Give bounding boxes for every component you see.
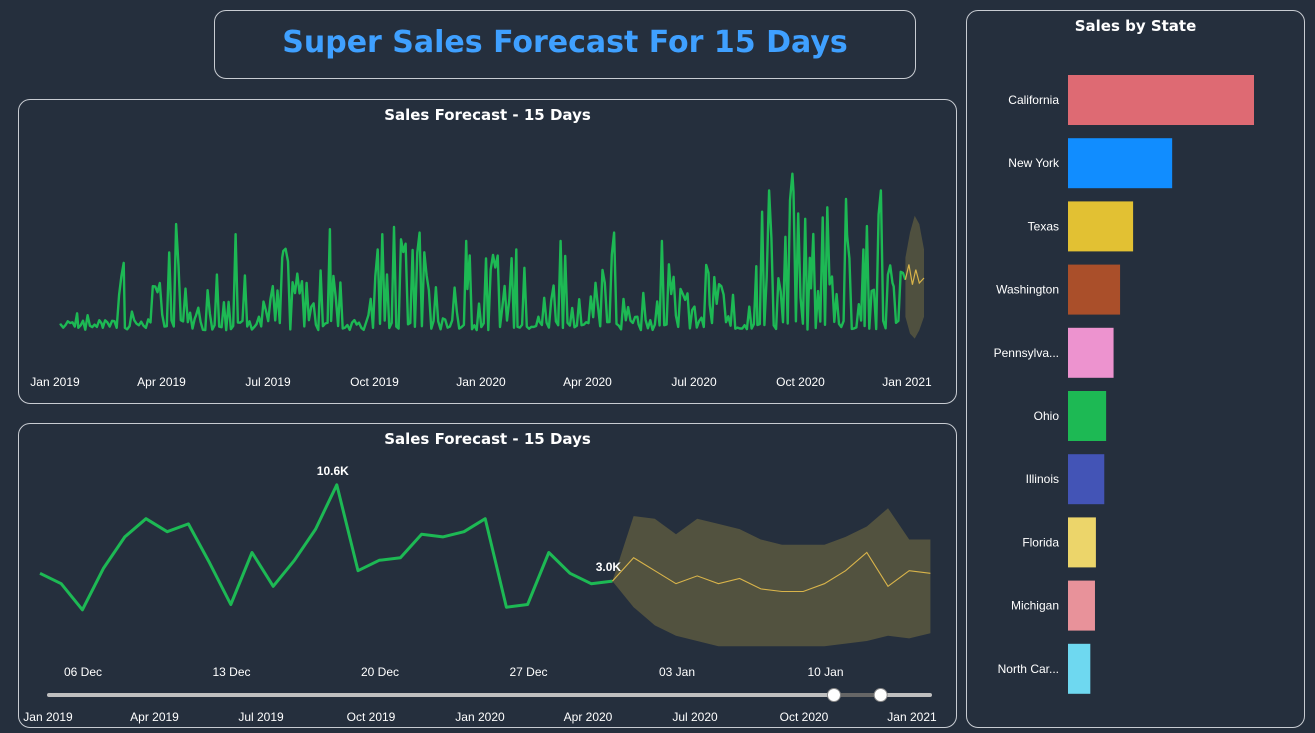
x-tick-label: 03 Jan <box>659 665 695 679</box>
slider-tick-label: Jul 2020 <box>672 710 718 724</box>
bar-florida <box>1068 517 1096 567</box>
slider-start-handle[interactable] <box>827 689 840 702</box>
slider-tick-label: Jul 2019 <box>238 710 284 724</box>
x-tick-label: 10 Jan <box>807 665 843 679</box>
x-tick-label: Jul 2020 <box>671 375 717 389</box>
slider-tick-label: Jan 2019 <box>23 710 73 724</box>
category-label: California <box>1008 93 1059 107</box>
actual-sales-line <box>60 174 906 331</box>
bar-pennsylva- <box>1068 328 1114 378</box>
category-label: Pennsylva... <box>994 346 1059 360</box>
category-label: Illinois <box>1026 472 1059 486</box>
category-label: Ohio <box>1034 409 1060 423</box>
title-box: Super Sales Forecast For 15 Days <box>214 10 916 79</box>
bar-illinois <box>1068 454 1104 504</box>
bar-washington <box>1068 265 1120 315</box>
slider-tick-label: Oct 2020 <box>780 710 829 724</box>
x-tick-label: Jan 2019 <box>30 375 80 389</box>
x-tick-label: Apr 2020 <box>563 375 612 389</box>
category-label: New York <box>1008 156 1060 170</box>
data-label: 10.6K <box>317 464 349 478</box>
forecast-chart-zoom-svg: 10.6K 3.0K 06 Dec 13 Dec 20 Dec 27 Dec 03 Jan 1… <box>19 424 956 727</box>
category-label: Florida <box>1022 535 1059 549</box>
x-tick-label: Oct 2020 <box>776 375 825 389</box>
forecast-chart-zoom: Sales Forecast - 15 Days 10.6K 3.0K 06 Dec… <box>18 423 957 728</box>
slider-tick-label: Apr 2019 <box>130 710 179 724</box>
sales-by-state-chart: Sales by State California New York Texas Wa… <box>966 10 1305 728</box>
x-tick-label: Oct 2019 <box>350 375 399 389</box>
slider-tick-label: Oct 2019 <box>347 710 396 724</box>
sales-by-state-svg: California New York Texas Washington Pennsyl… <box>967 11 1304 727</box>
category-label: Michigan <box>1011 599 1059 613</box>
data-label: 3.0K <box>596 560 622 574</box>
bar-michigan <box>1068 581 1095 631</box>
slider-tick-label: Jan 2021 <box>887 710 937 724</box>
category-label: Washington <box>996 283 1059 297</box>
bar-north-car- <box>1068 644 1090 694</box>
slider-end-handle[interactable] <box>874 689 887 702</box>
page-title: Super Sales Forecast For 15 Days <box>215 25 915 60</box>
bar-ohio <box>1068 391 1106 441</box>
x-tick-label: 13 Dec <box>212 665 250 679</box>
category-label: Texas <box>1028 219 1059 233</box>
x-tick-label: 27 Dec <box>509 665 547 679</box>
slider-tick-label: Jan 2020 <box>455 710 505 724</box>
bar-california <box>1068 75 1254 125</box>
x-tick-label: Jul 2019 <box>245 375 291 389</box>
bar-texas <box>1068 201 1133 251</box>
actual-sales-line <box>40 485 612 610</box>
x-tick-label: Jan 2021 <box>882 375 932 389</box>
x-tick-label: 20 Dec <box>361 665 399 679</box>
x-tick-label: Apr 2019 <box>137 375 186 389</box>
bar-new-york <box>1068 138 1172 188</box>
category-label: North Car... <box>998 662 1059 676</box>
x-tick-label: Jan 2020 <box>456 375 506 389</box>
forecast-chart-full-svg: Jan 2019 Apr 2019 Jul 2019 Oct 2019 Jan 2020… <box>19 100 956 403</box>
slider-tick-label: Apr 2020 <box>564 710 613 724</box>
forecast-chart-full: Sales Forecast - 15 Days Jan 2019 Apr 201… <box>18 99 957 404</box>
x-tick-label: 06 Dec <box>64 665 102 679</box>
